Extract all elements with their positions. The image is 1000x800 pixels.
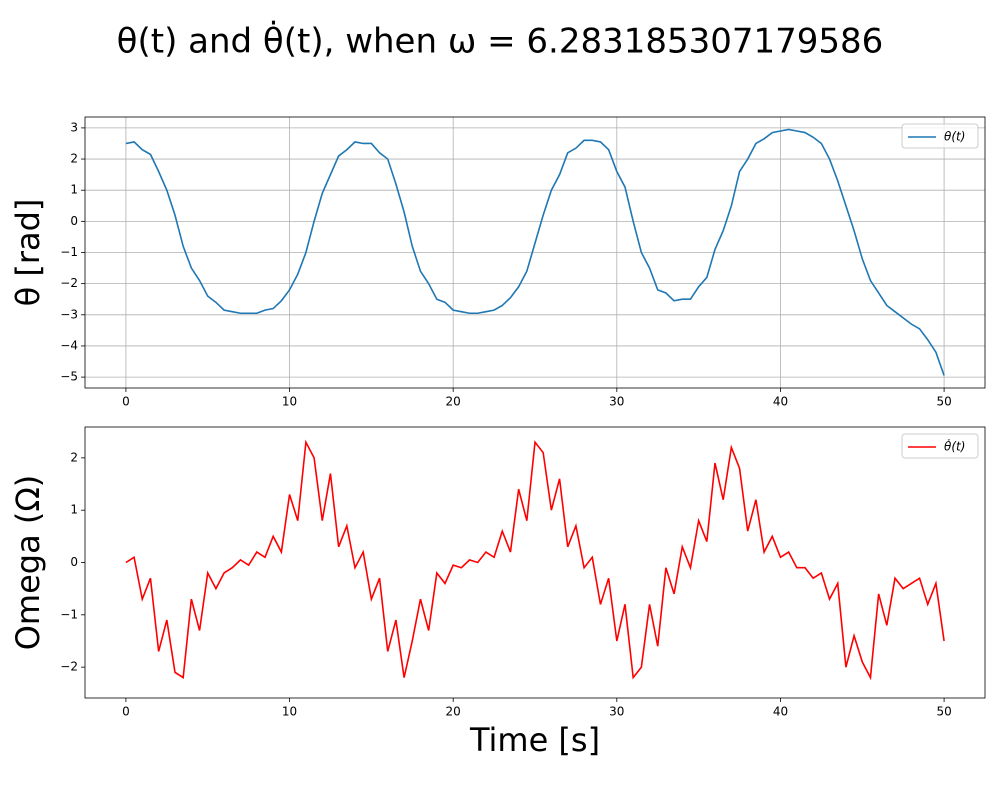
- legend-box: [901, 433, 979, 459]
- legend-label: θ(t): [944, 130, 965, 144]
- legend-box: [901, 123, 979, 149]
- x-tick-label: 30: [609, 705, 624, 719]
- legend-label: θ̇(t): [944, 438, 965, 453]
- figure-title: θ(t) and θ̇(t), when ω = 6.2831853071795…: [117, 20, 884, 61]
- x-tick-label: 50: [936, 395, 951, 409]
- x-tick-label: 40: [773, 395, 788, 409]
- y-tick-label: −2: [60, 276, 78, 290]
- x-tick-label: 50: [936, 705, 951, 719]
- y-tick-label: 3: [70, 120, 78, 134]
- y-tick-label: −5: [60, 370, 78, 384]
- y-tick-label: −2: [60, 660, 78, 674]
- y-tick-label: −3: [60, 307, 78, 321]
- y-tick-label: −1: [60, 607, 78, 621]
- y-tick-label: 2: [70, 152, 78, 166]
- y-axis-label: θ [rad]: [9, 199, 47, 307]
- x-tick-label: 10: [282, 705, 297, 719]
- y-tick-label: −1: [60, 245, 78, 259]
- x-tick-label: 20: [446, 395, 461, 409]
- x-tick-label: 0: [122, 395, 130, 409]
- y-tick-label: 0: [70, 555, 78, 569]
- y-tick-label: 1: [70, 183, 78, 197]
- axes-frame: [84, 116, 986, 389]
- y-tick-label: 0: [70, 214, 78, 228]
- x-tick-label: 20: [446, 705, 461, 719]
- x-tick-label: 0: [122, 705, 130, 719]
- x-tick-label: 30: [609, 395, 624, 409]
- x-tick-label: 10: [282, 395, 297, 409]
- data-line: [125, 439, 945, 681]
- y-tick-label: 2: [70, 450, 78, 464]
- y-axis-label: Omega (Ω): [9, 475, 47, 651]
- y-tick-label: −4: [60, 338, 78, 352]
- data-line: [125, 128, 945, 376]
- axes-frame: [84, 426, 986, 699]
- x-axis-label: Time [s]: [469, 721, 600, 759]
- x-tick-label: 40: [773, 705, 788, 719]
- y-tick-label: 1: [70, 503, 78, 517]
